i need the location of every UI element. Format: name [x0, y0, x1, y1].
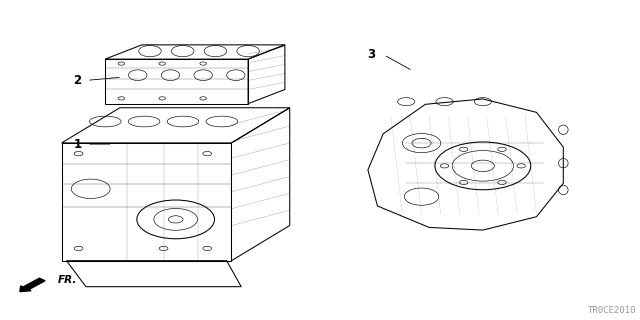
Text: FR.: FR. — [58, 275, 77, 285]
Text: 1: 1 — [73, 138, 81, 151]
Text: TR0CE2010: TR0CE2010 — [588, 306, 636, 315]
FancyArrow shape — [20, 278, 45, 292]
Text: 3: 3 — [367, 48, 375, 61]
Text: 2: 2 — [73, 74, 81, 87]
